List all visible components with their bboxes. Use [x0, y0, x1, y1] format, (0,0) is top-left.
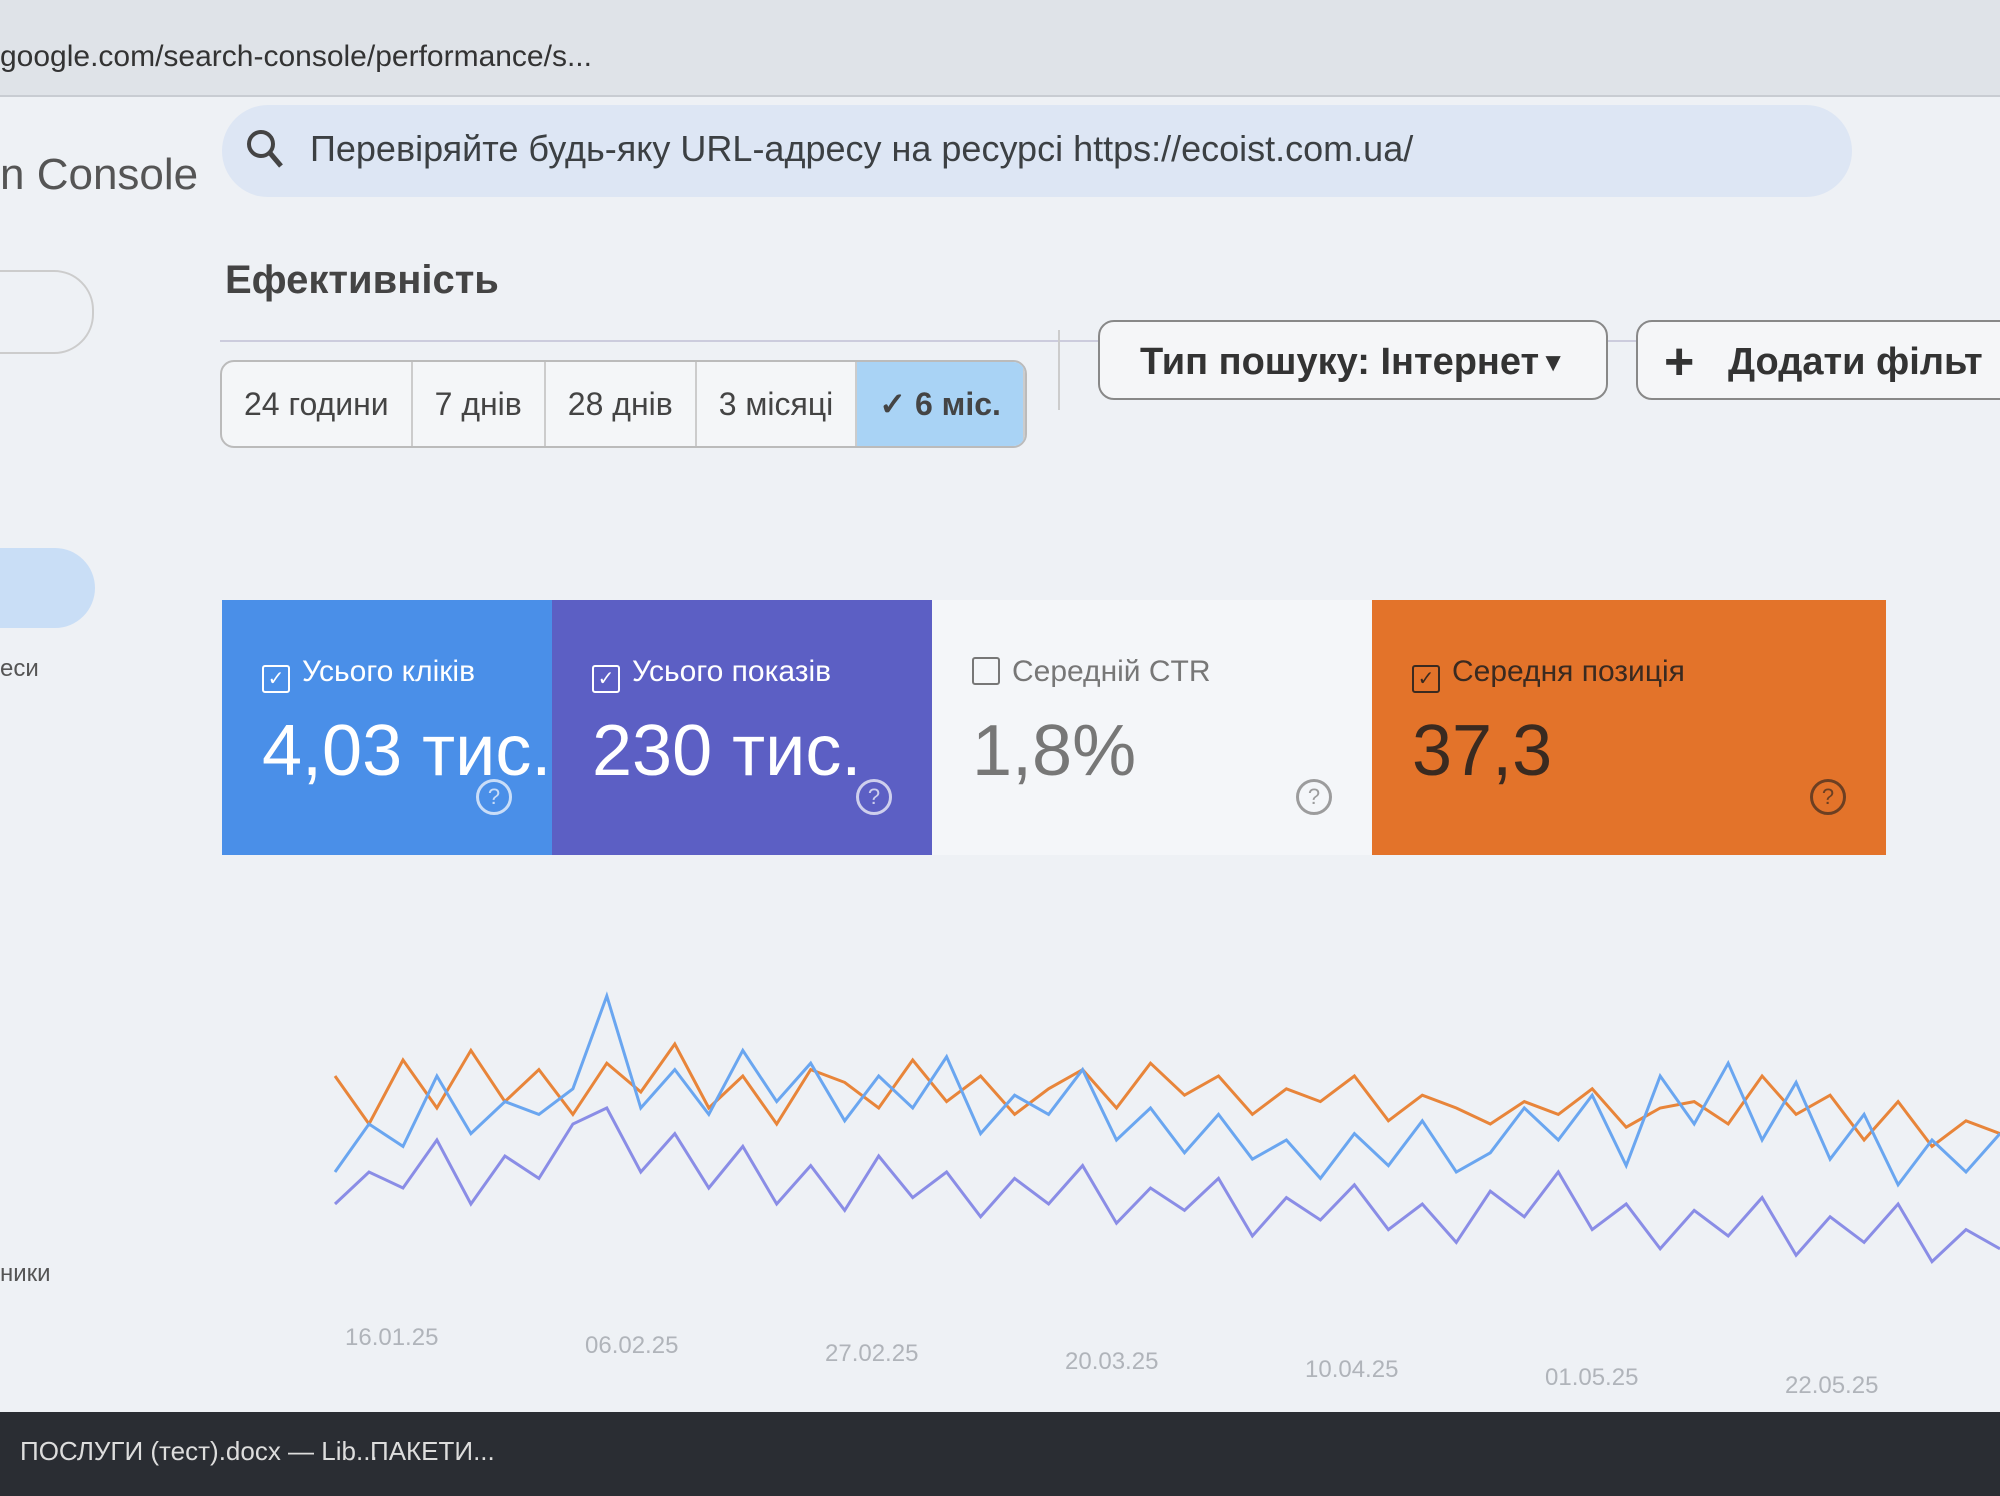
date-range-button[interactable]: 28 днів	[546, 362, 697, 446]
metric-name: Середній CTR	[1012, 655, 1211, 688]
metric-card[interactable]: ✓ Усього кліків 4,03 тис.?	[222, 600, 552, 855]
button-label: 28 днів	[567, 386, 673, 422]
help-icon[interactable]: ?	[1296, 779, 1332, 815]
button-label: 24 години	[244, 386, 389, 422]
x-tick-label: 27.02.25	[825, 1340, 918, 1367]
x-tick-label: 22.05.25	[1785, 1372, 1878, 1399]
page-title: Ефективність	[225, 258, 499, 302]
button-label: 6 міс.	[914, 386, 1001, 422]
metric-name: Усього кліків	[302, 655, 476, 688]
x-tick-label: 20.03.25	[1065, 1348, 1158, 1375]
metric-value: 230 тис.	[592, 711, 862, 791]
search-placeholder: Перевіряйте будь-яку URL-адресу на ресур…	[310, 128, 1414, 169]
search-icon	[247, 130, 283, 168]
metric-card[interactable]: Середній CTR 1,8%?	[932, 600, 1372, 855]
date-range-button[interactable]: ✓ 6 міс.	[857, 362, 1025, 446]
add-filter-button[interactable]: + Додати фільт	[1636, 320, 2000, 400]
nav-item[interactable]: еси	[0, 655, 39, 682]
divider	[1058, 330, 1060, 410]
button-label: Додати фільт	[1728, 341, 1983, 383]
button-label: 3 місяці	[718, 386, 834, 422]
x-tick-label: 10.04.25	[1305, 1356, 1398, 1383]
date-range-button[interactable]: 24 години	[222, 362, 413, 446]
button-label: 7 днів	[434, 386, 522, 422]
metric-value: 37,3	[1412, 711, 1553, 791]
metric-name: Усього показів	[632, 655, 832, 688]
address-bar[interactable]	[0, 0, 2000, 97]
x-tick-label: 01.05.25	[1545, 1364, 1638, 1391]
dropdown-icon: ▼	[1540, 347, 1566, 377]
metric-card[interactable]: ✓ Усього показів 230 тис.?	[552, 600, 932, 855]
date-range-group: 24 години 7 днів 28 днів 3 місяці ✓ 6 міс.	[220, 360, 1027, 448]
metric-name: Середня позиція	[1452, 655, 1685, 688]
url[interactable]: google.com/search-console/performance/s.…	[0, 40, 592, 73]
checkbox: ✓	[1412, 665, 1440, 693]
metric-label: Середній CTR	[972, 655, 1211, 689]
x-tick-label: 16.01.25	[345, 1324, 438, 1351]
checkbox: ✓	[262, 665, 290, 693]
button-label: Тип пошуку: Інтернет	[1140, 341, 1540, 383]
taskbar-item[interactable]: ПОСЛУГИ (тест).docx — Lib...	[20, 1436, 378, 1466]
x-tick-label: 06.02.25	[585, 1332, 678, 1359]
metric-label: ✓ Середня позиція	[1412, 655, 1685, 693]
property-selector[interactable]	[0, 270, 94, 354]
nav-active[interactable]	[0, 548, 95, 628]
help-icon[interactable]: ?	[476, 779, 512, 815]
search-type-button[interactable]: Тип пошуку: Інтернет ▼	[1098, 320, 1608, 400]
taskbar-item[interactable]: ПАКЕТИ...	[370, 1436, 495, 1466]
check-icon: ✓	[879, 386, 915, 422]
series-line	[333, 1041, 2000, 1149]
help-icon[interactable]: ?	[1810, 779, 1846, 815]
checkbox	[972, 657, 1000, 685]
date-range-button[interactable]: 7 днів	[413, 362, 546, 446]
metric-label: ✓ Усього показів	[592, 655, 831, 693]
metric-value: 1,8%	[972, 711, 1137, 791]
metric-card[interactable]: ✓ Середня позиція 37,3?	[1372, 600, 1886, 855]
performance-chart: 16.01.25 06.02.25 27.02.25 20.03.25 10.04.25…	[333, 991, 2000, 1399]
plus-icon: +	[1664, 333, 1695, 391]
metric-label: ✓ Усього кліків	[262, 655, 475, 693]
nav-item[interactable]: ники	[0, 1260, 51, 1287]
series-line	[333, 1106, 2000, 1264]
checkbox: ✓	[592, 665, 620, 693]
app-name: n Console	[0, 150, 199, 199]
series-line	[333, 991, 2000, 1188]
taskbar	[0, 1412, 2000, 1496]
metric-value: 4,03 тис.	[262, 711, 552, 791]
date-range-button[interactable]: 3 місяці	[697, 362, 858, 446]
help-icon[interactable]: ?	[856, 779, 892, 815]
inspect-search[interactable]	[222, 105, 1852, 197]
